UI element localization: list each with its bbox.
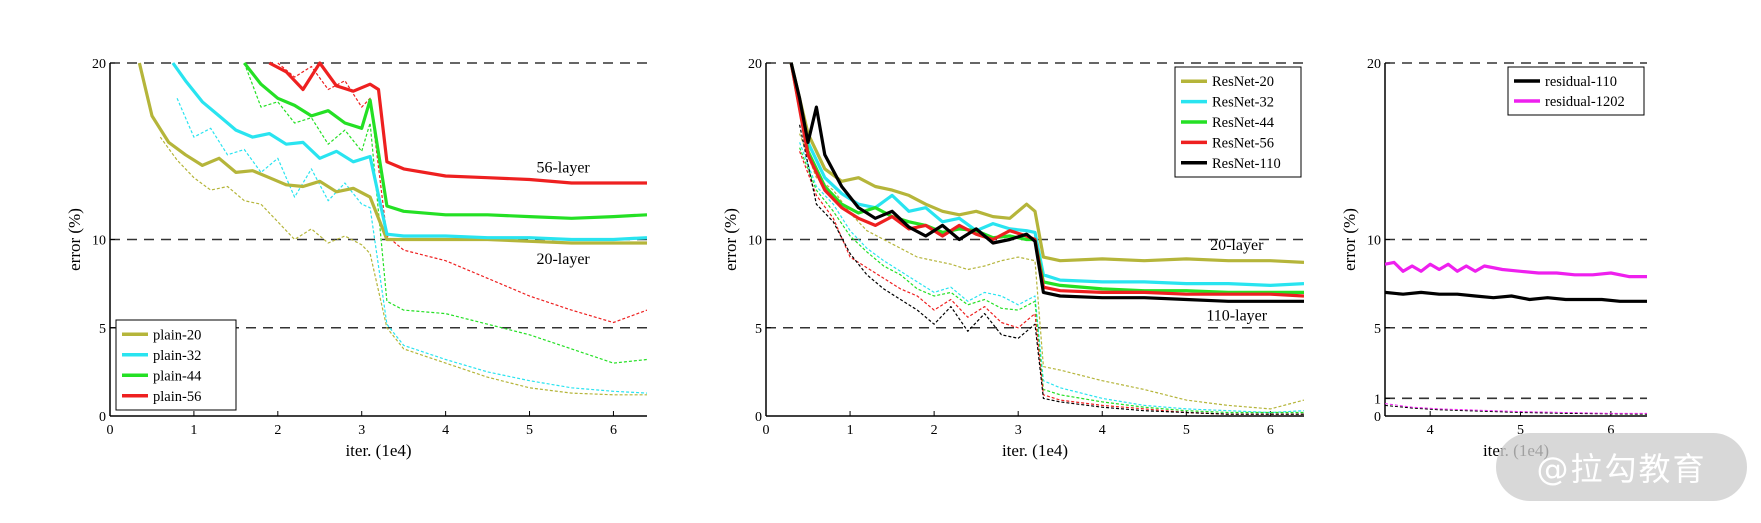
annotation-label: 110-layer bbox=[1206, 308, 1267, 325]
series-line-test-3 bbox=[1385, 404, 1647, 415]
series-line-test-7 bbox=[799, 142, 1304, 414]
legend-label: ResNet-20 bbox=[1212, 74, 1274, 90]
series-line-residual-110 bbox=[1385, 290, 1647, 303]
x-tick-label: 0 bbox=[763, 423, 770, 438]
legend-label: ResNet-44 bbox=[1212, 115, 1275, 131]
x-tick-label: 3 bbox=[358, 423, 365, 438]
series-line-test-7 bbox=[243, 62, 647, 364]
annotation-label: 20-layer bbox=[536, 251, 590, 268]
series-line-test-6 bbox=[176, 98, 647, 394]
x-tick-label: 4 bbox=[1427, 423, 1434, 438]
y-tick-label: 0 bbox=[755, 410, 762, 425]
series-line-plain-44 bbox=[243, 62, 647, 220]
y-tick-label: 10 bbox=[748, 234, 762, 249]
legend-box bbox=[1507, 66, 1645, 116]
series-line-plain-32 bbox=[171, 62, 647, 242]
series-line-test-9 bbox=[799, 151, 1304, 415]
x-tick-label: 4 bbox=[1099, 423, 1106, 438]
y-tick-label: 5 bbox=[1374, 322, 1381, 337]
y-axis-label: error (%) bbox=[1340, 208, 1359, 271]
x-tick-label: 4 bbox=[442, 423, 449, 438]
y-axis-label: error (%) bbox=[65, 208, 84, 271]
chart-panel-1: 0 1 2 3 4 5 6 0 5 10 20 iter. (1e4) error (%) 56-laye… bbox=[65, 57, 647, 460]
x-tick-label: 5 bbox=[1183, 423, 1190, 438]
x-tick-label: 3 bbox=[1015, 423, 1022, 438]
legend-label: plain-32 bbox=[153, 348, 201, 364]
series-line-residual-1202 bbox=[1385, 260, 1647, 279]
x-axis-label: iter. (1e4) bbox=[345, 441, 411, 460]
x-tick-label: 5 bbox=[526, 423, 533, 438]
x-tick-label: 6 bbox=[1267, 423, 1274, 438]
x-axis-label: iter. (1e4) bbox=[1002, 441, 1068, 460]
x-tick-label: 2 bbox=[931, 423, 938, 438]
watermark-badge: @拉勾教育 bbox=[1496, 433, 1747, 501]
legend-label: residual-1202 bbox=[1545, 94, 1625, 110]
series-line-resnet-20 bbox=[789, 62, 1304, 264]
legend-label: plain-56 bbox=[153, 389, 201, 405]
series-line-test-6 bbox=[799, 133, 1304, 410]
y-tick-label: 20 bbox=[92, 57, 106, 72]
y-tick-label: 10 bbox=[92, 234, 106, 249]
x-tick-label: 1 bbox=[190, 423, 197, 438]
y-tick-label: 5 bbox=[99, 322, 106, 337]
legend-label: ResNet-110 bbox=[1212, 156, 1281, 172]
y-tick-label: 20 bbox=[1367, 57, 1381, 72]
y-axis-label: error (%) bbox=[721, 208, 740, 271]
annotation-label: 56-layer bbox=[536, 159, 590, 176]
legend-label: plain-44 bbox=[153, 368, 202, 384]
x-tick-label: 1 bbox=[847, 423, 854, 438]
x-tick-label: 6 bbox=[610, 423, 617, 438]
series-line-test-4 bbox=[1385, 403, 1647, 414]
annotation-label: 20-layer bbox=[1210, 237, 1264, 254]
y-tick-label: 10 bbox=[1367, 234, 1381, 249]
series-line-test-8 bbox=[799, 147, 1304, 414]
series-line-test-10 bbox=[799, 124, 1304, 415]
legend-label: plain-20 bbox=[153, 327, 201, 343]
watermark-text: @拉勾教育 bbox=[1536, 450, 1707, 488]
y-tick-label: 0 bbox=[1374, 410, 1381, 425]
y-tick-label: 20 bbox=[748, 57, 762, 72]
x-tick-label: 6 bbox=[1607, 423, 1614, 438]
y-tick-label: 0 bbox=[99, 410, 106, 425]
y-tick-label: 5 bbox=[755, 322, 762, 337]
legend-label: residual-110 bbox=[1545, 74, 1617, 90]
x-tick-label: 2 bbox=[274, 423, 281, 438]
x-tick-label: 5 bbox=[1517, 423, 1524, 438]
legend-label: ResNet-32 bbox=[1212, 95, 1274, 111]
y-tick-label: 1 bbox=[1374, 392, 1381, 407]
chart-panel-2: 0 1 2 3 4 5 6 0 5 10 20 iter. (1e4) error (%) 20-laye… bbox=[721, 57, 1304, 460]
x-tick-label: 0 bbox=[107, 423, 114, 438]
series-line-test-5 bbox=[159, 136, 647, 396]
series-line-plain-20 bbox=[137, 62, 647, 245]
series-line-resnet-110 bbox=[789, 62, 1304, 303]
series-line-plain-56 bbox=[268, 61, 647, 185]
series-line-test-8 bbox=[277, 62, 647, 324]
legend-label: ResNet-56 bbox=[1212, 135, 1274, 151]
